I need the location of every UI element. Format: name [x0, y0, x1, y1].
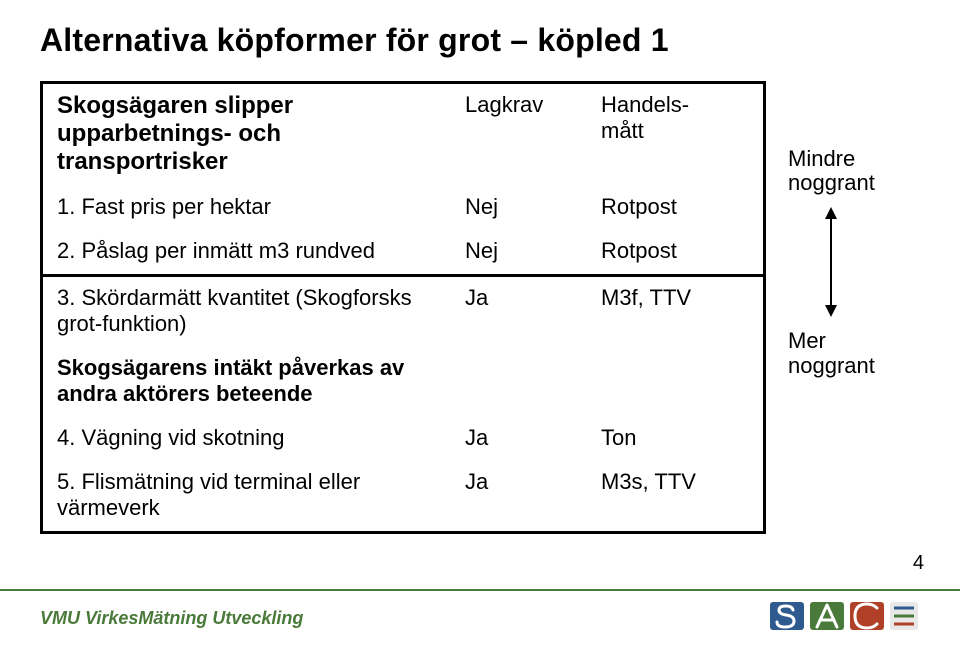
row-col1: Ja — [451, 461, 587, 531]
row-col1: Ja — [451, 276, 587, 348]
row-col2: Rotpost — [587, 230, 763, 276]
row-col2: M3f, TTV — [587, 276, 763, 348]
row-col1: Nej — [451, 230, 587, 276]
side-notes: Mindre noggrant Mer noggrant — [788, 81, 875, 378]
table-row: 3. Skördarmätt kvantitet (Skogforsks gro… — [43, 276, 763, 348]
row-col2: Ton — [587, 417, 763, 461]
main-table: Skogsägaren slipper upparbetnings- och t… — [40, 81, 766, 534]
note-less-text: Mindre noggrant — [788, 147, 875, 195]
footer: VMU VirkesMätning Utveckling — [0, 585, 960, 655]
row-col1: Nej — [451, 186, 587, 230]
footer-label: VMU VirkesMätning Utveckling — [40, 608, 303, 629]
table-row: 4. Vägning vid skotning Ja Ton — [43, 417, 763, 461]
row-col1: Ja — [451, 417, 587, 461]
sac-logo — [770, 596, 920, 641]
footer-divider — [0, 589, 960, 591]
double-arrow-icon — [788, 207, 875, 317]
note-more: Mer noggrant — [788, 329, 875, 377]
header-col-lagkrav: Lagkrav — [451, 84, 587, 186]
row-col2: M3s, TTV — [587, 461, 763, 531]
table-row: 5. Flismätning vid terminal eller värmev… — [43, 461, 763, 531]
subheader-label: Skogsägarens intäkt påverkas av andra ak… — [43, 347, 451, 417]
header-col-handelsmatt: Handels- mått — [587, 84, 763, 186]
page-title: Alternativa köpformer för grot – köpled … — [40, 22, 920, 59]
row-label: 1. Fast pris per hektar — [43, 186, 451, 230]
note-less: Mindre noggrant — [788, 147, 875, 195]
row-label: 3. Skördarmätt kvantitet (Skogforsks gro… — [43, 276, 451, 348]
content-row: Skogsägaren slipper upparbetnings- och t… — [40, 81, 920, 534]
row-col2: Rotpost — [587, 186, 763, 230]
table-row: 2. Påslag per inmätt m3 rundved Nej Rotp… — [43, 230, 763, 276]
page-number: 4 — [913, 552, 924, 575]
note-more-text: Mer noggrant — [788, 329, 875, 377]
table-row: 1. Fast pris per hektar Nej Rotpost — [43, 186, 763, 230]
table-subheader-row: Skogsägarens intäkt påverkas av andra ak… — [43, 347, 763, 417]
row-label: 2. Påslag per inmätt m3 rundved — [43, 230, 451, 276]
row-label: 4. Vägning vid skotning — [43, 417, 451, 461]
header-main: Skogsägaren slipper upparbetnings- och t… — [43, 84, 451, 186]
row-label: 5. Flismätning vid terminal eller värmev… — [43, 461, 451, 531]
table-header-row: Skogsägaren slipper upparbetnings- och t… — [43, 84, 763, 186]
